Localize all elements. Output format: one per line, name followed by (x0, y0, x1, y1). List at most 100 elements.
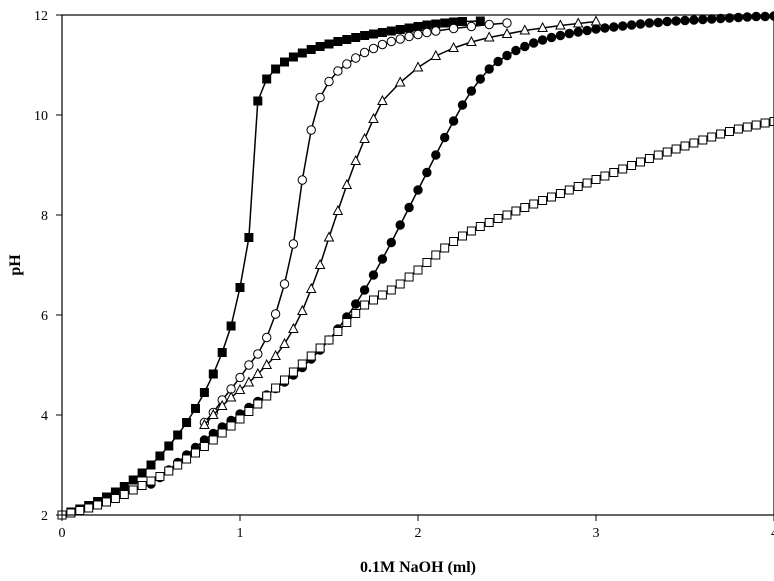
data-point (627, 161, 637, 170)
data-point (653, 17, 663, 28)
data-point (582, 25, 592, 36)
data-point (341, 178, 353, 189)
data-point (698, 135, 708, 145)
data-point (128, 485, 138, 495)
data-point (609, 22, 619, 32)
data-point (333, 327, 343, 336)
data-point (235, 372, 245, 383)
data-point (315, 42, 325, 51)
data-point (448, 41, 459, 52)
data-point (564, 185, 574, 195)
data-point (216, 399, 228, 410)
data-point (395, 279, 405, 289)
data-point (369, 295, 378, 305)
data-point (102, 497, 111, 507)
data-point (698, 14, 708, 25)
data-point (297, 175, 307, 185)
data-point (430, 49, 442, 60)
data-point (733, 124, 743, 134)
data-point (644, 18, 655, 28)
data-point (466, 35, 477, 46)
data-point (288, 322, 299, 333)
data-point (208, 369, 218, 379)
data-point (529, 38, 539, 48)
data-point (769, 11, 774, 21)
data-point (609, 168, 619, 177)
data-point (440, 132, 450, 143)
data-point (377, 39, 388, 50)
data-point (386, 285, 396, 295)
data-point (484, 19, 494, 30)
data-point (359, 285, 370, 295)
data-point (351, 53, 361, 63)
data-point (600, 23, 610, 33)
data-point (520, 41, 530, 52)
data-point (199, 418, 210, 429)
data-point (244, 407, 254, 416)
data-point (511, 45, 521, 56)
data-point (235, 414, 245, 424)
data-point (128, 475, 138, 485)
data-point (84, 503, 94, 513)
data-point (431, 150, 441, 160)
data-point (475, 16, 485, 26)
data-point (493, 56, 503, 67)
data-point (715, 13, 726, 24)
data-point (431, 26, 441, 36)
data-point (636, 157, 645, 167)
data-point (475, 222, 485, 231)
data-point (520, 203, 530, 212)
data-point (680, 15, 690, 26)
data-point (662, 147, 672, 157)
data-point (323, 231, 335, 242)
y-axis-title: pH (7, 254, 24, 276)
data-point (288, 52, 298, 62)
data-point (305, 282, 317, 293)
data-point (671, 144, 681, 154)
data-point (413, 265, 423, 275)
series-line (61, 120, 774, 516)
data-point (360, 300, 370, 310)
data-point (475, 74, 485, 84)
series-open-triangle (199, 15, 602, 429)
data-point (502, 210, 512, 220)
data-point (591, 24, 601, 34)
data-point (377, 254, 388, 264)
data-point (653, 150, 663, 160)
data-point (458, 231, 467, 241)
data-point (244, 360, 254, 370)
data-point (110, 494, 120, 503)
data-point (555, 189, 565, 198)
data-point (342, 35, 352, 44)
data-point (235, 283, 245, 292)
y-tick-label: 4 (41, 409, 48, 424)
data-point (635, 19, 646, 29)
data-point (270, 349, 281, 360)
data-point (182, 418, 192, 427)
data-point (742, 122, 752, 132)
data-point (502, 50, 512, 61)
x-tick-label: 2 (415, 526, 422, 541)
data-point (173, 430, 183, 440)
data-point (440, 243, 450, 253)
data-point (208, 435, 218, 445)
data-point (404, 23, 414, 33)
data-point (662, 16, 672, 27)
data-point (413, 185, 423, 195)
data-point (422, 167, 432, 178)
data-point (760, 118, 770, 128)
data-point (164, 441, 174, 451)
data-point (324, 76, 334, 87)
data-point (359, 47, 370, 58)
data-point (573, 182, 583, 191)
data-point (288, 239, 299, 249)
data-point (119, 490, 129, 499)
data-point (342, 318, 352, 327)
data-point (716, 129, 726, 139)
data-point (386, 26, 396, 36)
data-point (537, 21, 548, 32)
data-point (458, 17, 467, 26)
data-point (538, 196, 548, 205)
data-point (324, 39, 334, 49)
